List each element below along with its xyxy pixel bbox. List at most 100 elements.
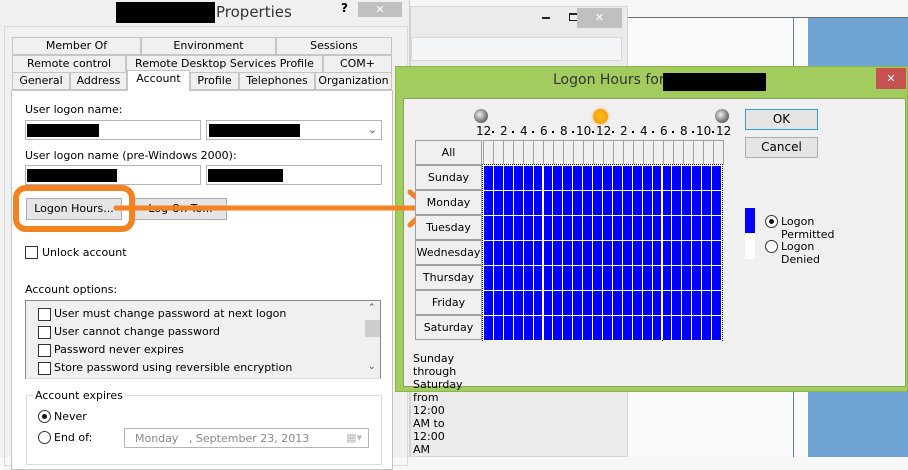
calendar-icon[interactable]: ▦▾ [346, 431, 362, 444]
hour-cell[interactable] [543, 291, 554, 316]
hour-cell[interactable] [612, 191, 623, 216]
hour-cell[interactable] [612, 266, 623, 291]
hour-cell[interactable] [553, 216, 564, 241]
tab-organization[interactable]: Organization [315, 72, 392, 90]
hour-cell[interactable] [513, 316, 524, 341]
hour-cell[interactable] [553, 291, 564, 316]
hour-cell[interactable] [593, 241, 603, 266]
hour-cell[interactable] [484, 191, 494, 216]
hour-cell[interactable] [543, 266, 554, 291]
hour-cell[interactable] [622, 166, 633, 191]
hour-cell[interactable] [563, 166, 574, 191]
hour-cell[interactable] [493, 166, 504, 191]
hour-cell[interactable] [553, 266, 564, 291]
hour-cell[interactable] [583, 266, 594, 291]
hour-cell[interactable] [712, 316, 722, 341]
account-option-checkbox[interactable] [38, 308, 51, 321]
tab-member-of[interactable]: Member Of [12, 37, 141, 55]
hour-cell[interactable] [503, 241, 514, 266]
tab-profile[interactable]: Profile [190, 72, 239, 90]
hour-cell[interactable] [484, 216, 494, 241]
logon-permitted-radio[interactable] [765, 215, 778, 228]
upn-suffix-select[interactable]: ⌄ [206, 120, 382, 140]
hour-cell[interactable] [612, 291, 623, 316]
logon-denied-radio[interactable] [765, 240, 778, 253]
hour-cell[interactable] [523, 291, 534, 316]
scroll-down-icon[interactable]: ⌄ [368, 362, 376, 372]
hour-cell[interactable] [593, 291, 603, 316]
hour-cell[interactable] [672, 216, 683, 241]
hour-cell[interactable] [672, 266, 683, 291]
hour-cell[interactable] [533, 316, 544, 341]
hour-cell[interactable] [583, 316, 594, 341]
hour-cell[interactable] [543, 191, 554, 216]
hour-cell[interactable] [513, 166, 524, 191]
hour-cell[interactable] [612, 316, 623, 341]
hour-cell[interactable] [692, 266, 703, 291]
hour-cell[interactable] [682, 291, 693, 316]
hour-cell[interactable] [493, 241, 504, 266]
hour-cell[interactable] [682, 166, 693, 191]
hour-cell[interactable] [692, 166, 703, 191]
hour-cell[interactable] [632, 216, 643, 241]
hour-cell[interactable] [523, 266, 534, 291]
hour-cell[interactable] [612, 216, 623, 241]
hour-cell[interactable] [642, 316, 653, 341]
hour-cell[interactable] [622, 316, 633, 341]
hour-cell[interactable] [523, 191, 534, 216]
end-of-radio[interactable] [38, 431, 51, 444]
hour-cell[interactable] [652, 291, 663, 316]
hour-cell[interactable] [503, 166, 514, 191]
hour-cell[interactable] [533, 266, 544, 291]
hour-column-header[interactable] [713, 140, 724, 165]
hour-cell[interactable] [523, 166, 534, 191]
hour-cell[interactable] [682, 316, 693, 341]
hour-cell[interactable] [573, 241, 584, 266]
hour-cell[interactable] [652, 266, 663, 291]
hour-cell[interactable] [563, 291, 574, 316]
hour-cell[interactable] [612, 166, 623, 191]
hour-cell[interactable] [652, 191, 663, 216]
account-option-checkbox[interactable] [38, 344, 51, 357]
minimize-icon[interactable] [542, 17, 550, 19]
day-row-button-saturday[interactable]: Saturday [415, 315, 482, 340]
help-button[interactable]: ? [341, 1, 348, 15]
hour-cell[interactable] [513, 241, 524, 266]
hour-cell[interactable] [612, 241, 623, 266]
hour-cell[interactable] [513, 216, 524, 241]
hour-cell[interactable] [563, 191, 574, 216]
hour-cell[interactable] [484, 266, 494, 291]
hour-cell[interactable] [622, 216, 633, 241]
hour-cell[interactable] [662, 191, 673, 216]
hour-cell[interactable] [622, 241, 633, 266]
account-option-checkbox[interactable] [38, 362, 51, 375]
hour-cell[interactable] [652, 241, 663, 266]
hour-cell[interactable] [712, 216, 722, 241]
tab-telephones[interactable]: Telephones [239, 72, 315, 90]
hour-cell[interactable] [503, 216, 514, 241]
hour-cell[interactable] [692, 191, 703, 216]
hour-cell[interactable] [702, 291, 713, 316]
hour-cell[interactable] [493, 316, 504, 341]
hour-cell[interactable] [692, 216, 703, 241]
hour-cell[interactable] [682, 266, 693, 291]
hour-cell[interactable] [642, 191, 653, 216]
unlock-account-checkbox[interactable] [25, 246, 38, 259]
day-row-button-monday[interactable]: Monday [415, 190, 482, 215]
hour-cell[interactable] [642, 216, 653, 241]
hour-cell[interactable] [682, 241, 693, 266]
hour-cell[interactable] [652, 166, 663, 191]
hour-cell[interactable] [484, 316, 494, 341]
tab-environment[interactable]: Environment [141, 37, 276, 55]
hour-cell[interactable] [622, 291, 633, 316]
hour-cell[interactable] [533, 191, 544, 216]
hour-cell[interactable] [603, 241, 613, 266]
hour-cell[interactable] [563, 216, 574, 241]
hour-cell[interactable] [583, 216, 594, 241]
hour-cell[interactable] [692, 241, 703, 266]
tab-remote-desktop-services-profile[interactable]: Remote Desktop Services Profile [126, 55, 323, 73]
hour-cell[interactable] [603, 166, 613, 191]
scroll-up-icon[interactable]: ⌃ [368, 303, 376, 313]
hour-cell[interactable] [593, 191, 603, 216]
hour-cell[interactable] [702, 316, 713, 341]
